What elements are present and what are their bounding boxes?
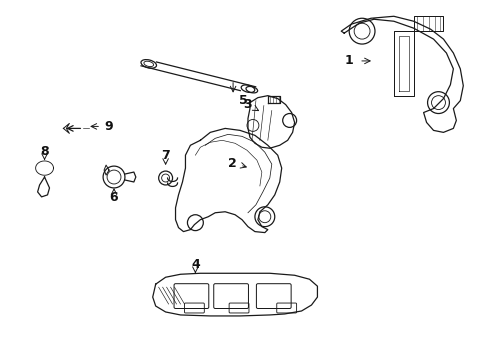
- Text: 4: 4: [191, 258, 200, 271]
- Text: 5: 5: [238, 94, 247, 107]
- Text: 9: 9: [104, 120, 113, 133]
- Text: 2: 2: [227, 157, 236, 170]
- Text: 3: 3: [243, 98, 252, 111]
- Text: 1: 1: [344, 54, 353, 67]
- Text: 8: 8: [40, 145, 49, 158]
- Text: 6: 6: [109, 192, 118, 204]
- Text: 7: 7: [161, 149, 170, 162]
